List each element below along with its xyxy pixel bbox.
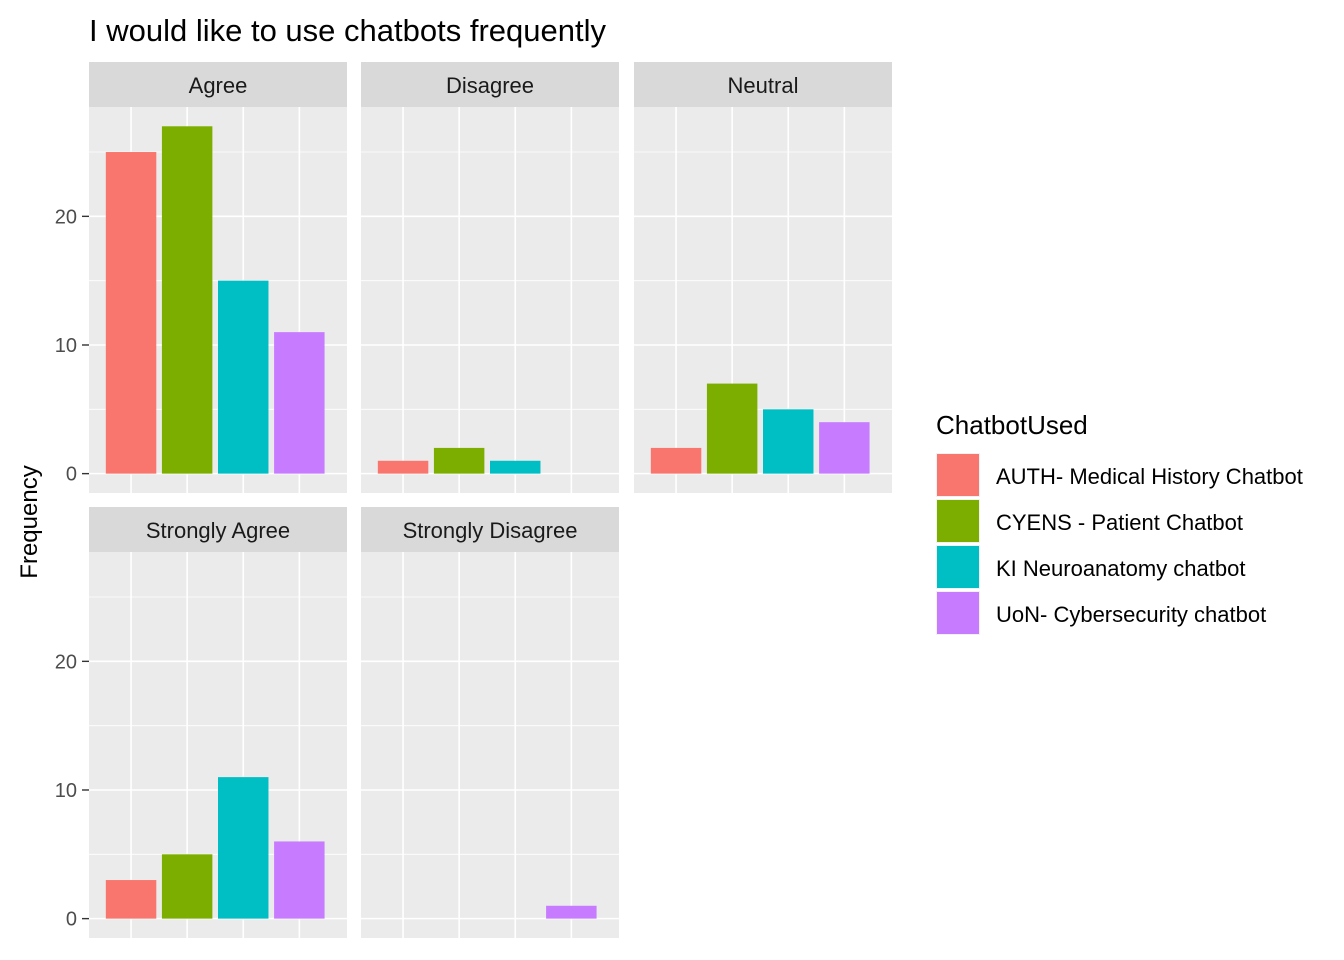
- legend-label: KI Neuroanatomy chatbot: [996, 556, 1245, 581]
- panel-background: [361, 107, 619, 493]
- legend-title: ChatbotUsed: [936, 410, 1088, 440]
- facet-strip: [634, 62, 892, 107]
- bar-ki-neuroanatomy-chatbot: [218, 777, 269, 919]
- y-tick-label: 10: [55, 780, 77, 802]
- bar-cyens-patient-chatbot: [161, 126, 213, 474]
- y-tick-label: 20: [55, 206, 77, 228]
- legend-label: UoN- Cybersecurity chatbot: [996, 602, 1266, 627]
- bar-uon-cybersecurity-chatbot: [274, 841, 325, 919]
- bar-cyens-patient-chatbot: [161, 854, 213, 919]
- facet-strip-label: Strongly Disagree: [403, 518, 578, 543]
- facet-strip: [89, 62, 347, 107]
- facet-panels: Agree 0 10 20 Disagree Neutral Strongly Agree 0…: [55, 62, 892, 938]
- facet-strip: [361, 507, 619, 552]
- bar-uon-cybersecurity-chatbot: [819, 422, 870, 474]
- panel-background: [361, 552, 619, 938]
- facet-neutral: Neutral: [634, 62, 892, 493]
- bar-ki-neuroanatomy-chatbot: [490, 460, 541, 474]
- bar-auth-medical-history-chatbot: [105, 152, 157, 474]
- legend-swatch: [937, 454, 979, 496]
- bar-ki-neuroanatomy-chatbot: [763, 409, 814, 474]
- bar-uon-cybersecurity-chatbot: [546, 905, 597, 919]
- bar-cyens-patient-chatbot: [433, 447, 485, 474]
- facet-strip-label: Strongly Agree: [146, 518, 290, 543]
- legend-swatch: [937, 500, 979, 542]
- y-axis-title: Frequency: [16, 465, 43, 578]
- bar-auth-medical-history-chatbot: [650, 447, 702, 474]
- legend-swatch: [937, 546, 979, 588]
- legend: ChatbotUsed AUTH- Medical History Chatbo…: [936, 410, 1303, 635]
- facet-strip-label: Disagree: [446, 73, 534, 98]
- y-tick-label: 0: [66, 464, 77, 486]
- facet-strip: [361, 62, 619, 107]
- legend-swatch: [937, 592, 979, 634]
- bar-uon-cybersecurity-chatbot: [274, 332, 325, 474]
- facet-strongly-disagree: Strongly Disagree: [361, 507, 619, 938]
- y-tick-label: 10: [55, 335, 77, 357]
- bar-auth-medical-history-chatbot: [105, 880, 157, 919]
- facet-strip: [89, 507, 347, 552]
- bar-ki-neuroanatomy-chatbot: [218, 280, 269, 474]
- facet-strip-label: Agree: [189, 73, 248, 98]
- y-tick-label: 20: [55, 651, 77, 673]
- facet-disagree: Disagree: [361, 62, 619, 493]
- legend-label: AUTH- Medical History Chatbot: [996, 464, 1303, 489]
- bar-cyens-patient-chatbot: [706, 383, 758, 474]
- facet-strip-label: Neutral: [728, 73, 799, 98]
- legend-items: AUTH- Medical History Chatbot CYENS - Pat…: [936, 453, 1303, 635]
- bar-auth-medical-history-chatbot: [377, 460, 429, 474]
- facet-strongly-agree: Strongly Agree 0 10 20: [55, 507, 347, 938]
- y-tick-label: 0: [66, 909, 77, 931]
- legend-label: CYENS - Patient Chatbot: [996, 510, 1243, 535]
- chart-title: I would like to use chatbots frequently: [89, 13, 606, 48]
- facet-agree: Agree 0 10 20: [55, 62, 347, 493]
